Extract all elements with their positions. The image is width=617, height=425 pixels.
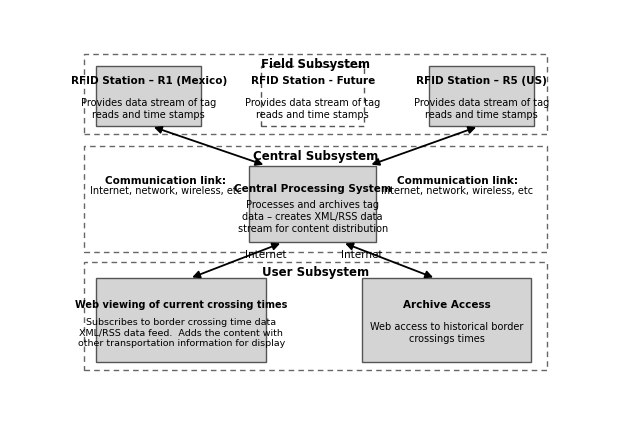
Text: Web viewing of current crossing times: Web viewing of current crossing times bbox=[75, 300, 288, 310]
Text: Communication link:: Communication link: bbox=[105, 176, 226, 186]
Text: Provides data stream of tag
reads and time stamps: Provides data stream of tag reads and ti… bbox=[413, 98, 549, 120]
Text: Provides data stream of tag
reads and time stamps: Provides data stream of tag reads and ti… bbox=[81, 98, 217, 120]
Text: Internet, network, wireless, etc: Internet, network, wireless, etc bbox=[89, 186, 242, 196]
Text: Central Processing System: Central Processing System bbox=[234, 184, 392, 194]
Text: Field Subsystem: Field Subsystem bbox=[261, 58, 370, 71]
FancyBboxPatch shape bbox=[362, 278, 531, 362]
Text: RFID Station – R1 (Mexico): RFID Station – R1 (Mexico) bbox=[71, 76, 227, 86]
FancyBboxPatch shape bbox=[96, 66, 201, 126]
FancyBboxPatch shape bbox=[261, 66, 364, 126]
Text: Processes and archives tag
data – creates XML/RSS data
stream for content distri: Processes and archives tag data – create… bbox=[238, 201, 387, 234]
Text: RFID Station - Future: RFID Station - Future bbox=[251, 76, 375, 86]
Text: Provides data stream of tag
reads and time stamps: Provides data stream of tag reads and ti… bbox=[245, 98, 380, 120]
Text: Internet: Internet bbox=[341, 249, 383, 260]
Text: Archive Access: Archive Access bbox=[403, 300, 491, 310]
Text: User Subsystem: User Subsystem bbox=[262, 266, 370, 279]
Text: Internet: Internet bbox=[245, 249, 287, 260]
Text: Internet, network, wireless, etc: Internet, network, wireless, etc bbox=[381, 186, 533, 196]
Text: Communication link:: Communication link: bbox=[397, 176, 518, 186]
Text: Web access to historical border
crossings times: Web access to historical border crossing… bbox=[370, 323, 523, 344]
FancyBboxPatch shape bbox=[429, 66, 534, 126]
Text: RFID Station – R5 (US): RFID Station – R5 (US) bbox=[416, 76, 547, 86]
Text: Central Subsystem: Central Subsystem bbox=[253, 150, 378, 163]
FancyBboxPatch shape bbox=[249, 166, 376, 242]
Text: Subscribes to border crossing time data
XML/RSS data feed.  Adds the content wit: Subscribes to border crossing time data … bbox=[78, 318, 285, 348]
FancyBboxPatch shape bbox=[96, 278, 266, 362]
